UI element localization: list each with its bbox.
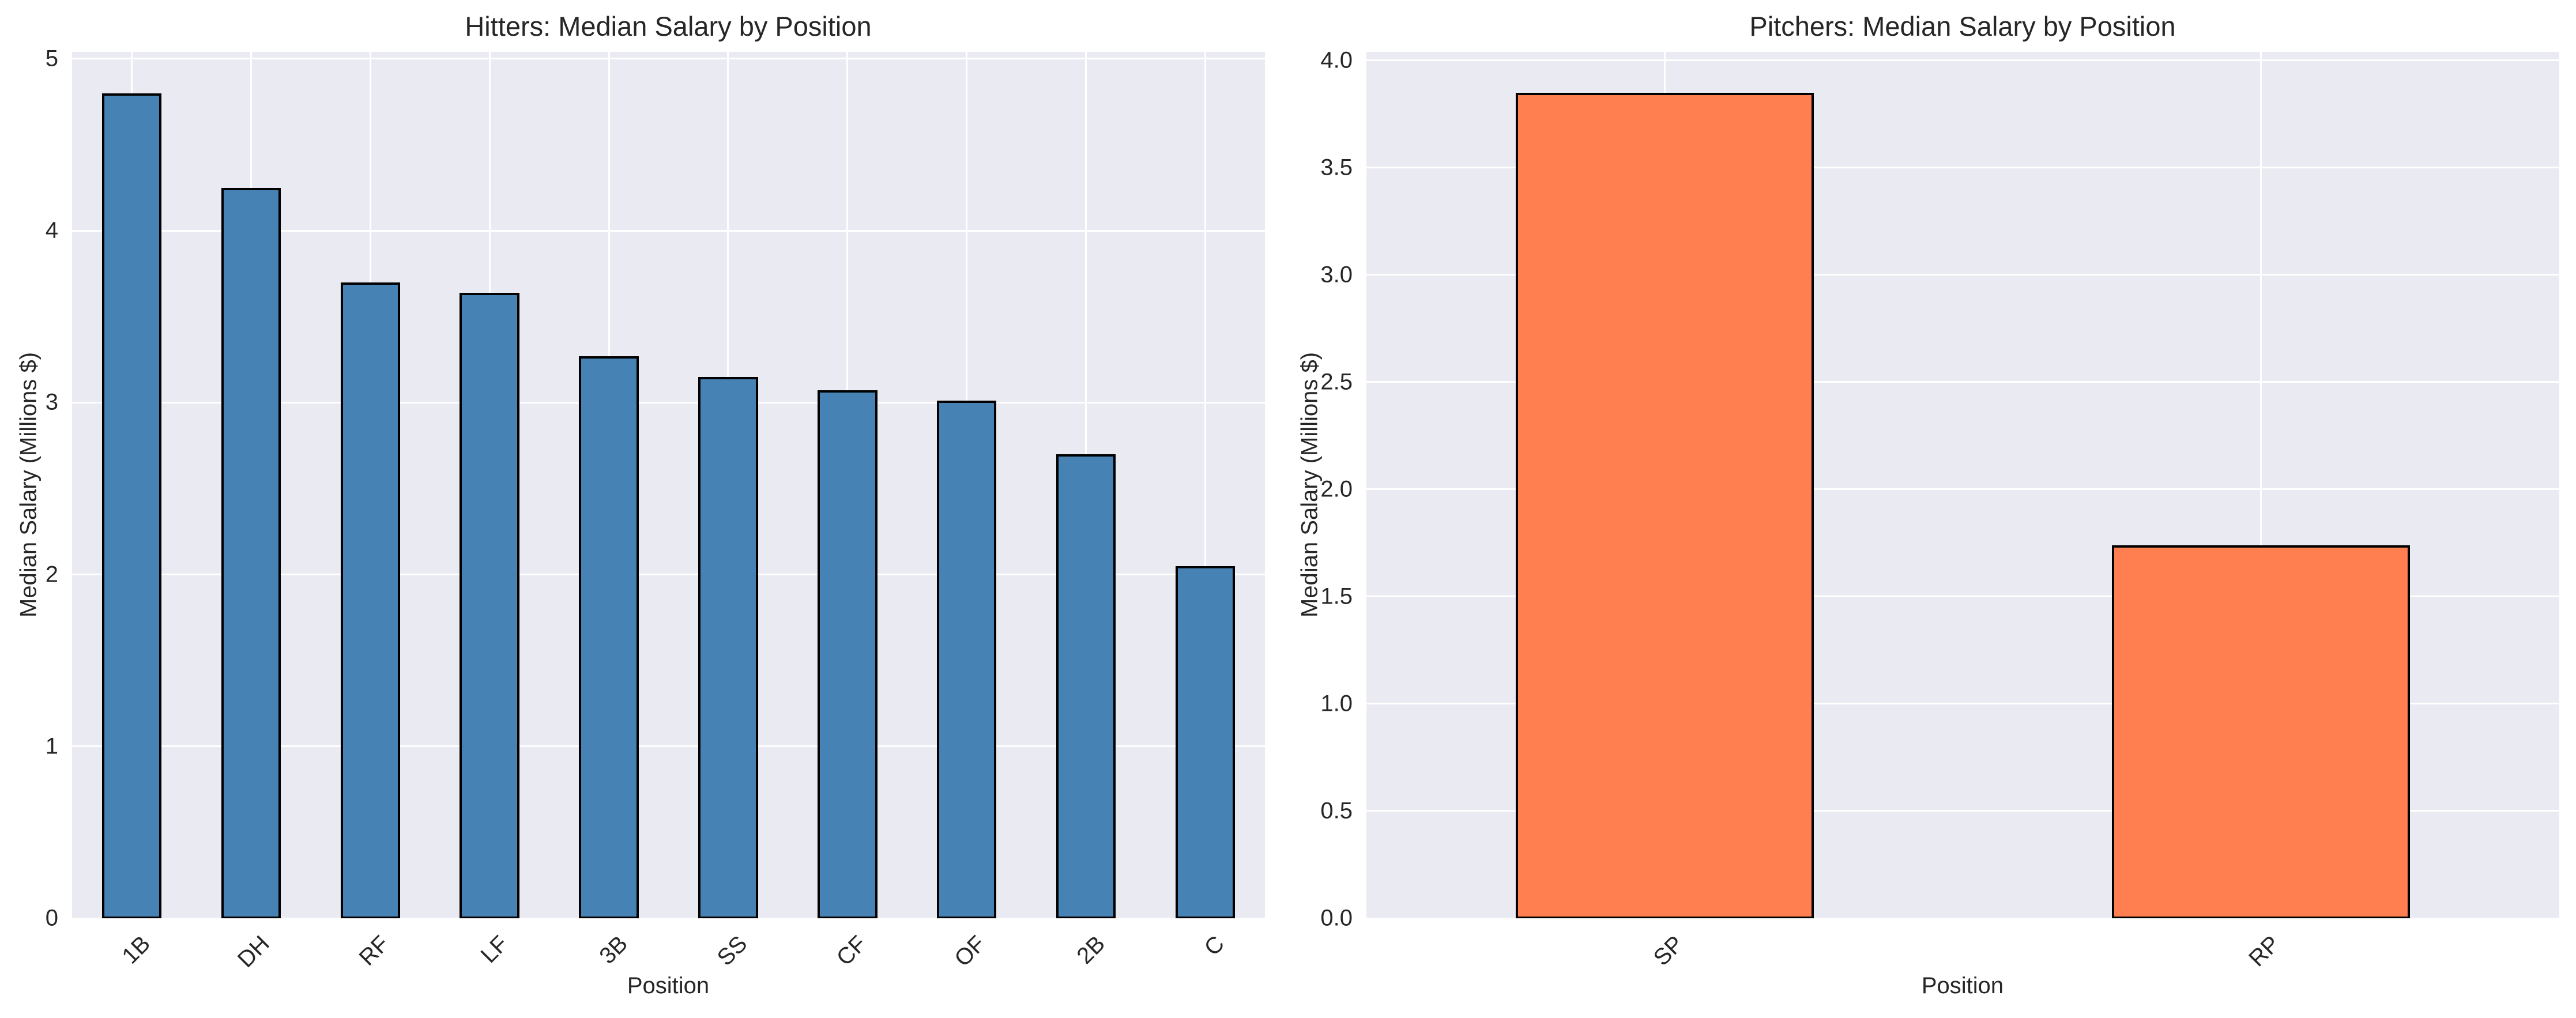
hitters-bar-c	[1175, 565, 1236, 918]
pitchers-y-tick-label: 2.5	[1320, 369, 1353, 395]
hitters-y-gridline	[72, 58, 1265, 60]
hitters-plot-area: 0 1 2 3 4 5 1B DH RF LF 3B SS CF OF 2B C	[46, 46, 1265, 972]
hitters-y-tick-label: 5	[45, 46, 58, 71]
hitters-y-tick-label: 1	[45, 733, 58, 759]
pitchers-y-tick-label: 4.0	[1320, 47, 1353, 73]
pitchers-chart-title: Pitchers: Median Salary by Position	[1749, 11, 2176, 42]
pitchers-y-tick-label: 3.5	[1320, 154, 1353, 180]
pitchers-bar-rp	[2112, 545, 2411, 918]
pitchers-y-gridline	[1366, 917, 2559, 919]
hitters-y-gridline	[72, 745, 1265, 748]
pitchers-y-gridline	[1366, 59, 2559, 62]
hitters-y-tick-label: 4	[45, 217, 58, 243]
hitters-chart-title: Hitters: Median Salary by Position	[465, 11, 872, 42]
hitters-bar-3b	[579, 356, 639, 918]
hitters-bar-dh	[221, 187, 281, 918]
hitters-x-axis-label: Position	[627, 973, 710, 998]
hitters-y-gridline	[72, 401, 1265, 404]
pitchers-y-tick-label: 1.5	[1320, 583, 1353, 609]
pitchers-x-tick-label: SP	[1648, 931, 1689, 971]
pitchers-y-gridline	[1366, 381, 2559, 383]
pitchers-y-tick-label: 3.0	[1320, 262, 1353, 288]
pitchers-y-gridline	[1366, 703, 2559, 705]
pitchers-y-gridline	[1366, 167, 2559, 169]
pitchers-bar-sp	[1515, 92, 1814, 918]
hitters-bar-2b	[1056, 454, 1116, 918]
pitchers-y-tick-label: 0.5	[1320, 798, 1353, 824]
pitchers-y-tick-label: 2.0	[1320, 476, 1353, 502]
pitchers-y-gridline	[1366, 488, 2559, 491]
hitters-bar-1b	[101, 93, 162, 918]
hitters-y-gridline	[72, 229, 1265, 232]
hitters-bar-lf	[460, 292, 519, 918]
hitters-y-tick-label: 0	[45, 905, 58, 931]
hitters-bar-rf	[340, 282, 400, 918]
pitchers-plot-area: 0.0 0.5 1.0 1.5 2.0 2.5 3.0 3.5 4.0 SP RP	[1320, 47, 2559, 971]
hitters-y-gridline	[72, 574, 1265, 576]
hitters-chart-panel: Hitters: Median Salary by Position 0 1 2 3 4…	[16, 11, 1265, 998]
pitchers-x-tick-label: RP	[2244, 931, 2285, 972]
pitchers-x-axis-label: Position	[1921, 973, 2004, 998]
hitters-y-tick-label: 3	[45, 389, 58, 415]
pitchers-x-gridline	[2260, 52, 2262, 918]
hitters-y-gridline	[72, 917, 1265, 919]
hitters-x-gridline	[1204, 52, 1207, 918]
pitchers-y-gridline	[1366, 810, 2559, 812]
pitchers-y-gridline	[1366, 274, 2559, 276]
hitters-bar-ss	[698, 376, 758, 918]
pitchers-y-gridline	[1366, 595, 2559, 598]
hitters-y-tick-label: 2	[45, 561, 58, 587]
pitchers-y-tick-label: 0.0	[1320, 905, 1353, 931]
hitters-bar-cf	[818, 390, 878, 918]
pitchers-y-axis-label: Median Salary (Millions $)	[1297, 352, 1323, 618]
hitters-bar-of	[937, 401, 997, 918]
pitchers-y-tick-label: 1.0	[1320, 691, 1353, 717]
